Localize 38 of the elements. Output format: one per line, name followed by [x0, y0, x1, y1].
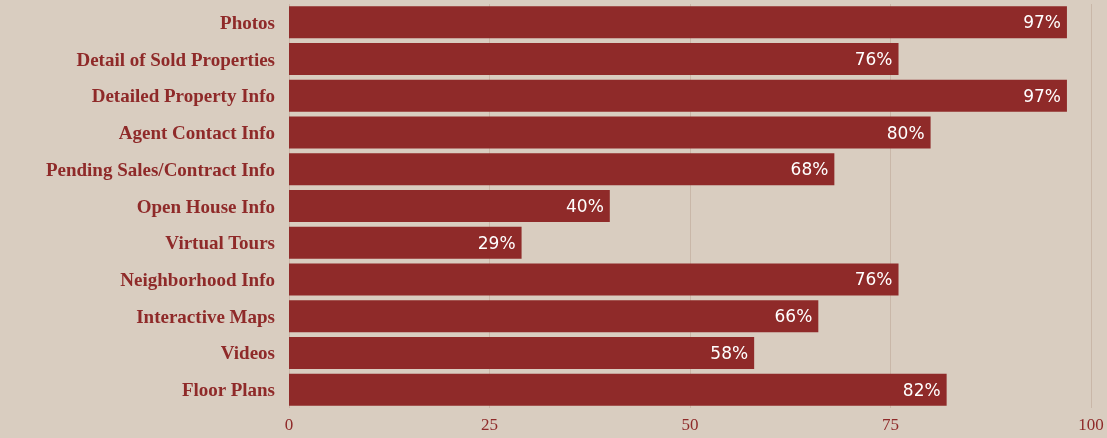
data-label: 80%: [886, 122, 925, 143]
x-tick-label: 50: [681, 415, 699, 434]
y-tick-label: Floor Plans: [181, 379, 275, 401]
x-tick-label: 0: [284, 415, 294, 434]
bar: [289, 300, 819, 333]
bar: [289, 336, 755, 369]
data-label: 76%: [854, 269, 893, 290]
y-tick-label: Videos: [220, 342, 275, 364]
data-label: 97%: [1023, 85, 1061, 106]
x-tick-label: 25: [481, 415, 498, 434]
y-tick-label: Agent Contact Info: [118, 122, 275, 144]
y-tick-label: Pending Sales/Contract Info: [45, 158, 275, 180]
y-tick-label: Detailed Property Info: [91, 85, 275, 107]
y-tick-label: Open House Info: [136, 195, 275, 217]
data-label: 40%: [566, 196, 604, 216]
y-tick-label: Neighborhood Info: [120, 268, 275, 290]
x-tick-label: 75: [882, 415, 899, 434]
bar: [289, 43, 899, 76]
data-label: 97%: [1023, 12, 1061, 33]
data-label: 58%: [710, 342, 749, 363]
data-label: 76%: [854, 49, 893, 70]
bar: [289, 153, 835, 186]
data-label: 66%: [774, 306, 813, 327]
data-label: 29%: [477, 232, 516, 253]
bar: [289, 190, 610, 222]
bar: [289, 226, 522, 259]
bar: [289, 263, 899, 296]
x-tick-label: 100: [1078, 415, 1104, 434]
data-label: 68%: [790, 159, 829, 180]
y-tick-label: Virtual Tours: [165, 232, 275, 254]
bar: [289, 373, 947, 406]
y-tick-label: Interactive Maps: [136, 305, 275, 327]
y-tick-label: Detail of Sold Properties: [76, 48, 275, 70]
bar: [289, 116, 931, 149]
bar: [289, 79, 1067, 112]
bar: [289, 6, 1067, 39]
y-tick-label: Photos: [220, 11, 275, 33]
data-label: 82%: [902, 379, 941, 400]
